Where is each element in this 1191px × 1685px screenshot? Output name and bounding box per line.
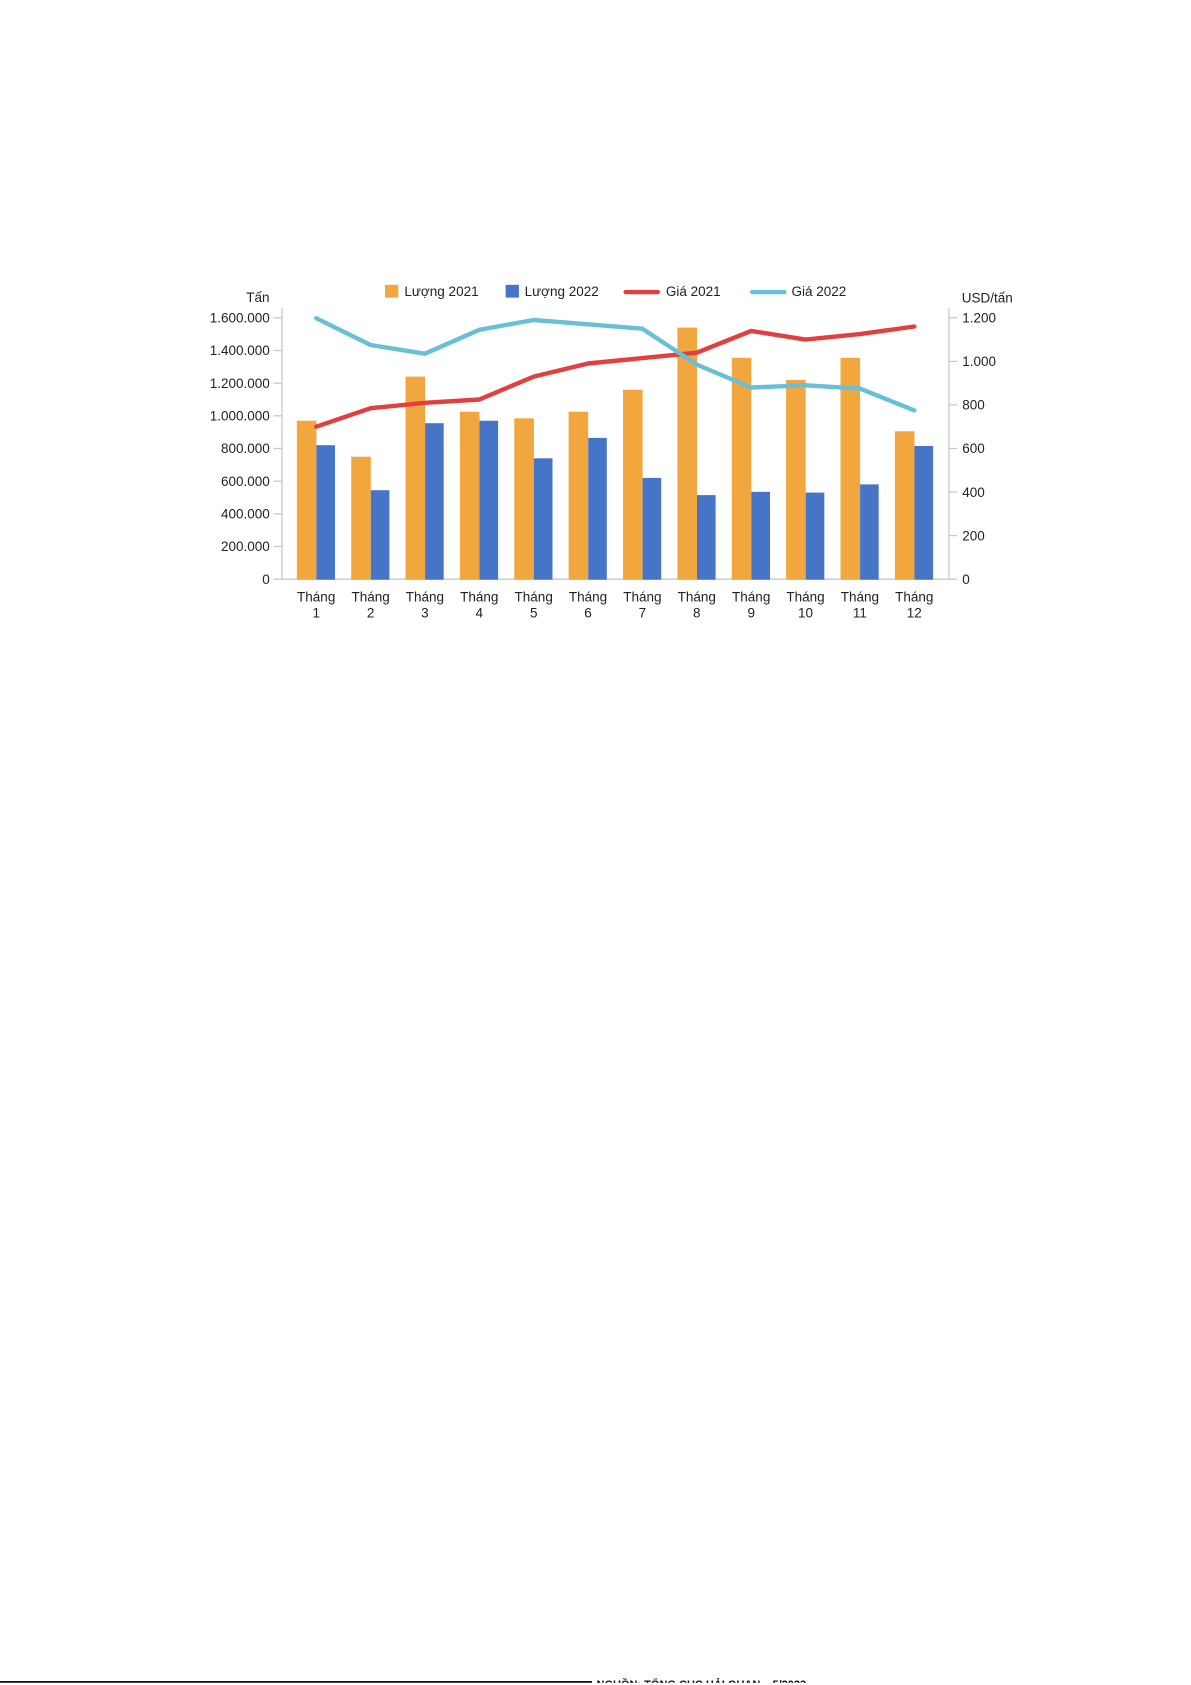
- svg-text:Tháng: Tháng: [460, 590, 498, 605]
- svg-text:Tháng: Tháng: [895, 590, 933, 605]
- svg-text:3: 3: [421, 606, 429, 621]
- svg-text:Tháng: Tháng: [732, 590, 770, 605]
- svg-text:Tháng: Tháng: [406, 590, 444, 605]
- svg-text:Tháng: Tháng: [351, 590, 389, 605]
- svg-text:1: 1: [312, 606, 320, 621]
- svg-text:600.000: 600.000: [221, 474, 270, 489]
- svg-text:1.200.000: 1.200.000: [210, 376, 270, 391]
- svg-text:1.000.000: 1.000.000: [210, 409, 270, 424]
- svg-text:0: 0: [962, 572, 970, 587]
- svg-text:Tháng: Tháng: [678, 590, 716, 605]
- svg-text:Lượng 2022: Lượng 2022: [525, 284, 599, 299]
- svg-text:USD/tấn: USD/tấn: [962, 291, 1013, 306]
- svg-text:Tháng: Tháng: [297, 590, 335, 605]
- svg-text:800.000: 800.000: [221, 441, 270, 456]
- svg-text:7: 7: [639, 606, 647, 621]
- svg-text:200: 200: [962, 528, 985, 543]
- svg-text:1.200: 1.200: [962, 311, 996, 326]
- svg-text:Tháng: Tháng: [569, 590, 607, 605]
- svg-text:0: 0: [262, 572, 270, 587]
- svg-text:1.600.000: 1.600.000: [210, 311, 270, 326]
- svg-text:1.400.000: 1.400.000: [210, 343, 270, 358]
- svg-text:Giá 2021: Giá 2021: [666, 284, 721, 299]
- svg-text:10: 10: [798, 606, 813, 621]
- svg-text:5: 5: [530, 606, 538, 621]
- svg-text:Tháng: Tháng: [786, 590, 824, 605]
- svg-text:1.000: 1.000: [962, 354, 996, 369]
- svg-text:400.000: 400.000: [221, 507, 270, 522]
- svg-text:Lượng 2021: Lượng 2021: [404, 284, 478, 299]
- svg-text:Tháng: Tháng: [841, 590, 879, 605]
- svg-text:8: 8: [693, 606, 701, 621]
- svg-text:200.000: 200.000: [221, 539, 270, 554]
- svg-text:2: 2: [367, 606, 375, 621]
- svg-text:600: 600: [962, 441, 985, 456]
- svg-text:6: 6: [584, 606, 592, 621]
- svg-text:11: 11: [853, 606, 867, 621]
- svg-text:800: 800: [962, 398, 985, 413]
- svg-text:Giá 2022: Giá 2022: [792, 284, 847, 299]
- svg-text:Tháng: Tháng: [515, 590, 553, 605]
- svg-text:400: 400: [962, 485, 985, 500]
- svg-text:Tấn: Tấn: [246, 290, 269, 305]
- svg-text:12: 12: [907, 606, 922, 621]
- svg-text:4: 4: [476, 606, 484, 621]
- svg-text:NGUỒN: TỔNG CỤC HẢI QUAN – 5/2: NGUỒN: TỔNG CỤC HẢI QUAN – 5/2023: [597, 1678, 807, 1685]
- svg-text:9: 9: [747, 606, 755, 621]
- svg-text:Tháng: Tháng: [623, 590, 661, 605]
